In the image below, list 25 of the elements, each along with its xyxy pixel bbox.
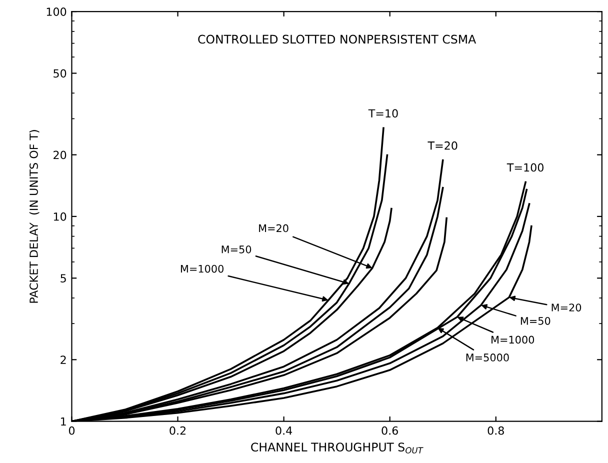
y-tick-label: 100 — [46, 8, 66, 16]
annotation: M=5000 — [466, 354, 509, 362]
annotation: T=20 — [428, 141, 458, 150]
annotation: M=20 — [552, 304, 582, 312]
text: CONTROLLED SLOTTED NONPERSISTENT CSMA — [198, 34, 476, 44]
y-axis-title: PACKET DELAY (IN UNITS OF T) — [29, 130, 40, 303]
annotation: M=1000 — [180, 264, 224, 273]
y-tick-label: 20 — [54, 150, 66, 160]
annotation: M=1000 — [492, 336, 534, 344]
annotation: T=100 — [506, 163, 544, 172]
x-tick-label: 0.2 — [170, 426, 186, 435]
y-tick-label: 50 — [54, 69, 66, 78]
x-tick-label: 0.8 — [488, 426, 504, 435]
x-tick-label: 0 — [68, 426, 75, 435]
x-tick-label: 0.6 — [382, 426, 398, 435]
annotation: M=50 — [520, 316, 550, 325]
y-tick-label: 5 — [60, 274, 66, 283]
annotation: M=50 — [222, 245, 252, 254]
y-tick-label: 2 — [60, 356, 66, 364]
x-axis-title: CHANNEL THROUGHPUT S$_{OUT}$ — [251, 442, 424, 454]
y-tick-label: 1 — [61, 417, 66, 426]
y-tick-label: 10 — [54, 212, 66, 221]
x-tick-label: 0.4 — [276, 426, 292, 435]
annotation: T=10 — [368, 109, 398, 118]
annotation: M=20 — [259, 224, 288, 232]
